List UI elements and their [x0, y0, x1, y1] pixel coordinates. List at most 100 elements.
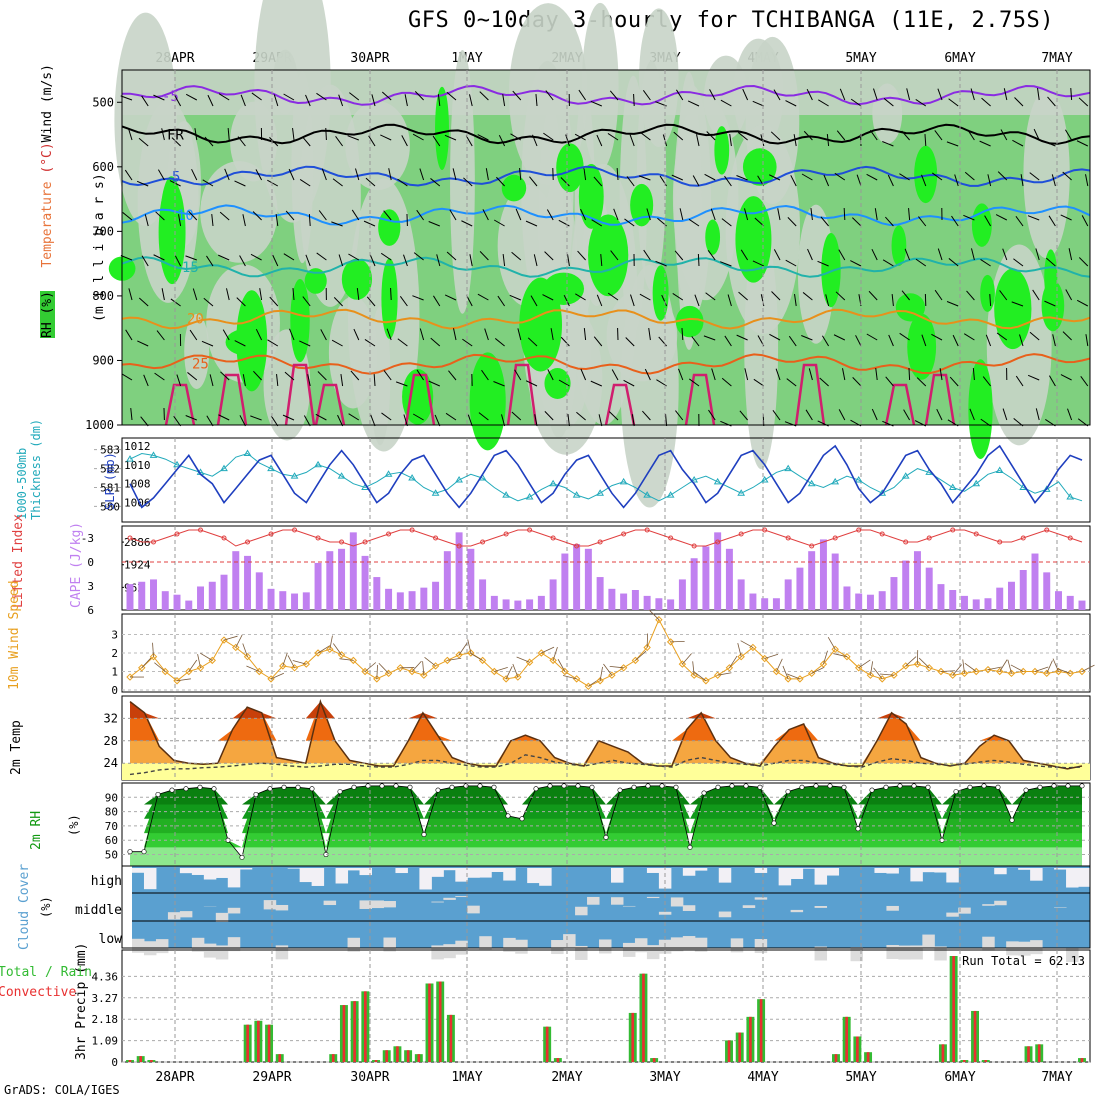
cloud-mid-gap [383, 901, 396, 908]
wind-barb [633, 93, 635, 107]
cloud-mid-gap [455, 896, 468, 898]
wind-barb [1048, 375, 1056, 387]
wind-barb [155, 211, 165, 221]
cape-bar [361, 555, 369, 610]
wind-barb [1070, 87, 1073, 101]
wind-barb [242, 214, 246, 227]
wind-barb [560, 177, 570, 187]
li-marker [738, 531, 744, 537]
wind-speed-marker [161, 667, 169, 676]
wind-barb [842, 368, 846, 381]
wind-barb [871, 248, 878, 261]
rh2m-marker [141, 849, 147, 855]
precip-conv-bar [845, 1016, 848, 1062]
wind-barb [535, 94, 538, 107]
wind-barb [946, 141, 959, 147]
rh2m-tick-label: 80 [105, 806, 118, 819]
wind-barb [724, 335, 732, 347]
wind-barb [656, 379, 667, 387]
wind-barb [1027, 374, 1040, 381]
cloud-low-gap [203, 943, 217, 958]
slp-axis-label: SLP (mb) [103, 452, 117, 510]
wind-barb [899, 173, 910, 181]
cape-bar [490, 595, 498, 610]
rh2m-marker [379, 783, 385, 789]
wind10-barb [512, 663, 519, 678]
wind-barb [202, 179, 214, 187]
wind-barb [192, 288, 198, 301]
precip-conv-bar [941, 1044, 945, 1062]
li-marker [550, 535, 556, 541]
wind-barb [206, 415, 214, 427]
wind-barb [611, 369, 619, 381]
thickness-marker [431, 489, 440, 496]
wind-barb [875, 368, 878, 381]
rh2m-marker [281, 784, 287, 790]
rh2m-marker [603, 834, 609, 840]
rh2m-marker [659, 783, 665, 789]
wind10-axis-label: 10m Wind Speed [7, 580, 22, 690]
wind-speed-marker [643, 643, 651, 652]
wind-barb [852, 377, 862, 387]
wind10-barb [235, 634, 243, 648]
cloud-high-gap [646, 868, 660, 873]
wind-barb [242, 374, 246, 387]
wind-barb [453, 328, 457, 341]
wind-barb [267, 179, 279, 187]
isotherm-label: FR [167, 128, 184, 144]
wind-speed-marker [572, 675, 581, 683]
li-marker [668, 535, 674, 541]
precip-conv-bar [406, 1050, 410, 1062]
wind-speed-marker [713, 671, 722, 679]
cape-bar [173, 594, 181, 610]
wind10-barb [188, 659, 198, 672]
wind-speed-marker [619, 664, 628, 672]
cape-bar [1019, 570, 1027, 610]
temp-contour-spike [684, 373, 716, 426]
cloud-mid-gap [814, 906, 828, 908]
rh2m-marker [463, 783, 469, 789]
rh2m-marker [337, 789, 343, 795]
wind10-barb [154, 662, 166, 672]
wind10-barb [152, 642, 154, 657]
wind-barb [802, 292, 813, 301]
li-marker [809, 543, 815, 549]
wind-barb [908, 367, 911, 381]
wind-barb [397, 338, 408, 347]
wind-barb [949, 376, 959, 387]
wind-barb [659, 175, 668, 187]
precip-conv-bar [417, 1054, 421, 1062]
wind-barb [463, 177, 473, 187]
cape-bar [1078, 600, 1086, 610]
wind-speed-marker [420, 671, 428, 679]
wind-barb [565, 134, 570, 147]
rh2m-marker [1079, 783, 1085, 789]
cape-bar [772, 598, 780, 610]
wind-barb [583, 328, 587, 341]
cloud-low-gap [1066, 947, 1079, 962]
wind10-barb [467, 639, 472, 654]
li-marker [245, 539, 251, 545]
thickness-marker [455, 475, 463, 483]
cape-bar [150, 579, 157, 610]
rh-dry-patch [450, 49, 475, 314]
wind-barb [153, 94, 165, 101]
wind-speed-marker [655, 615, 663, 624]
wind-barb [218, 414, 230, 421]
date-label-bottom: 28APR [155, 1070, 194, 1085]
wind-speed-marker [337, 651, 346, 659]
wind10-barb [411, 660, 422, 672]
thickness-tick-label: 583 [100, 444, 120, 457]
wind-barb [302, 296, 311, 307]
footer-credit: GrADS: COLA/IGES [4, 1083, 120, 1097]
wind-barb [729, 134, 732, 147]
temp-area-hottest [130, 701, 1082, 719]
wind-barb [576, 411, 586, 421]
cloud-low-gap [1018, 941, 1031, 956]
wind-barb [317, 371, 327, 381]
temp-contour-spike [284, 363, 316, 426]
wind-speed-marker [232, 643, 240, 652]
wind-barb [275, 214, 279, 227]
wind-barb [170, 298, 181, 307]
wind10-barb [786, 673, 801, 680]
